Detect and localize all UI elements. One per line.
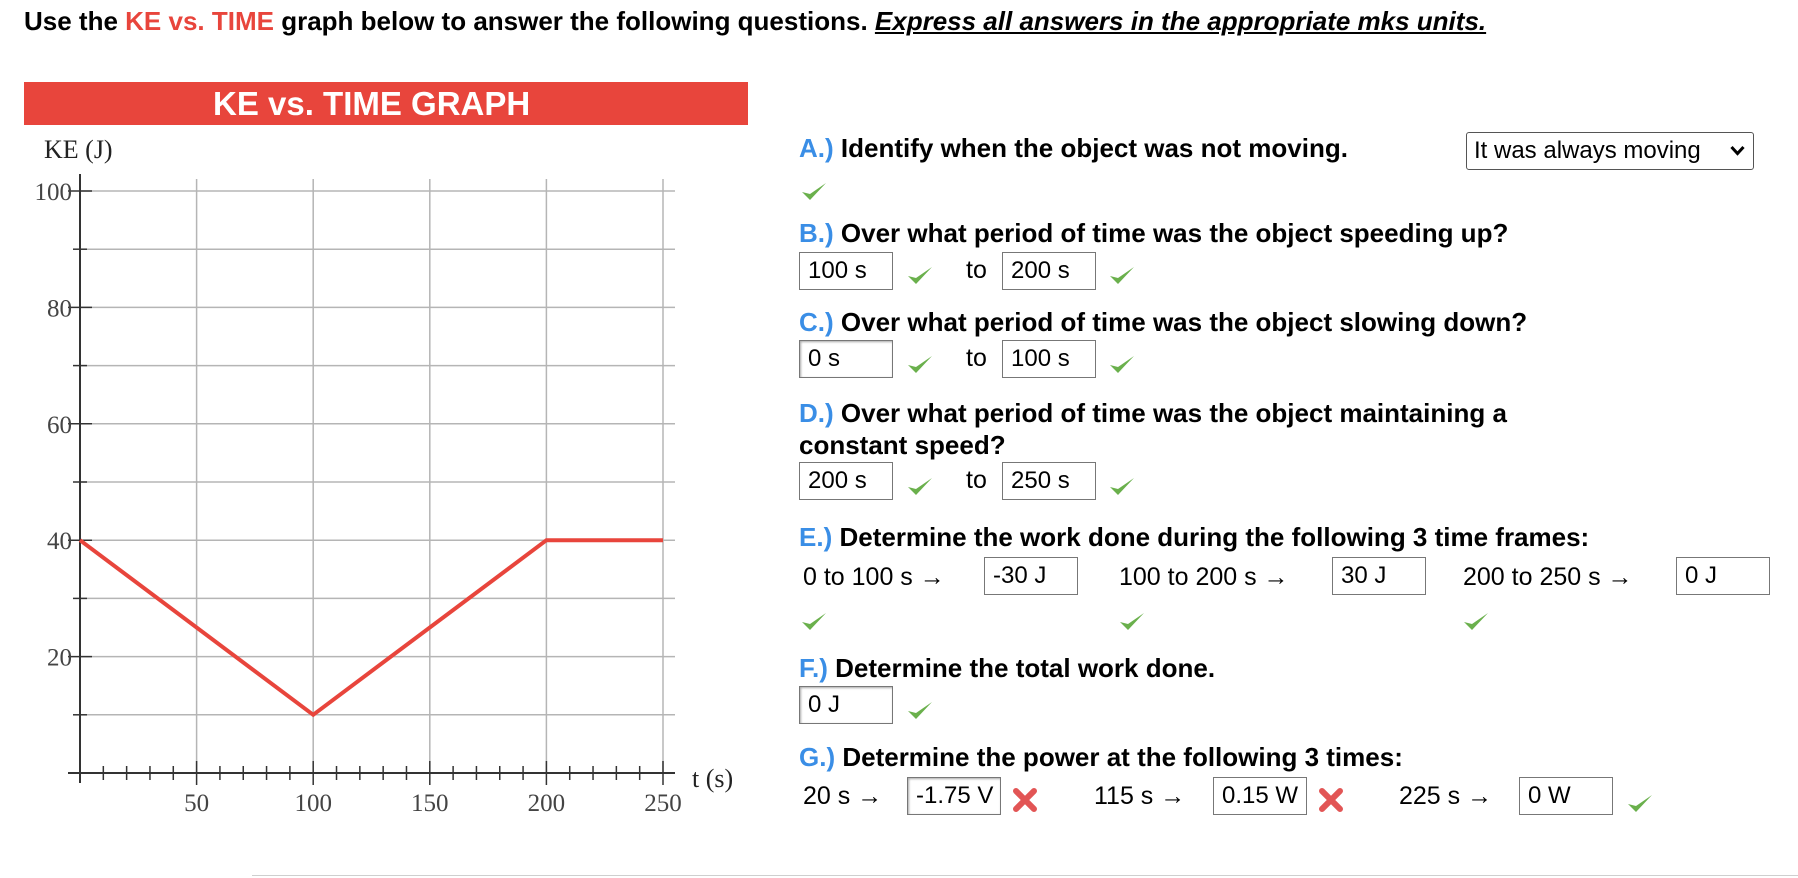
ke-series-line	[78, 538, 663, 718]
question-g-item-3-label: 225 s →	[1399, 782, 1493, 810]
question-b-to-input[interactable]: 200 s	[1002, 252, 1096, 290]
question-b: B.) Over what period of time was the obj…	[799, 217, 1508, 249]
question-a-select[interactable]: It was always moving	[1466, 132, 1754, 170]
question-g-item-2-input[interactable]: 0.15 W	[1213, 777, 1307, 815]
x-tick-label: 150	[411, 790, 449, 817]
y-axis-label: KE (J)	[44, 135, 113, 164]
question-d-line2: constant speed?	[799, 429, 1006, 461]
x-mark-icon	[1319, 788, 1343, 812]
check-icon	[1110, 478, 1134, 495]
y-tick-label: 80	[47, 295, 72, 322]
chart-grid	[80, 179, 675, 773]
check-icon	[1120, 613, 1144, 630]
question-a-text: Identify when the object was not moving.	[833, 133, 1348, 163]
x-tick-label: 50	[184, 790, 209, 817]
x-tick-label: 200	[528, 790, 566, 817]
question-e: E.) Determine the work done during the f…	[799, 521, 1589, 553]
question-f-input[interactable]: 0 J	[799, 686, 893, 724]
question-g: G.) Determine the power at the following…	[799, 741, 1403, 773]
header-emphasis: Express all answers in the appropriate m…	[874, 6, 1487, 36]
question-g-item-2-label: 115 s →	[1094, 782, 1186, 810]
check-icon	[908, 267, 932, 284]
check-icon	[802, 613, 826, 630]
question-a: A.) Identify when the object was not mov…	[799, 132, 1348, 164]
x-mark-icon	[1013, 788, 1037, 812]
y-tick-label: 60	[47, 412, 72, 439]
question-c-to-label: to	[966, 344, 987, 372]
chart-ticks	[68, 190, 664, 785]
question-g-letter: G.)	[799, 742, 836, 772]
question-f-text: Determine the total work done.	[827, 653, 1216, 683]
question-b-from-input[interactable]: 100 s	[799, 252, 893, 290]
question-c-letter: C.)	[799, 307, 834, 337]
question-c: C.) Over what period of time was the obj…	[799, 306, 1527, 338]
question-b-to-label: to	[966, 256, 987, 284]
question-e-item-1-input[interactable]: -30 J	[984, 557, 1078, 595]
question-f-letter: F.)	[799, 653, 828, 683]
chart-labels: 50 100 150 200 250 20 40 60 80 100	[35, 179, 682, 817]
check-icon	[1628, 795, 1652, 812]
question-a-select-value: It was always moving	[1474, 137, 1701, 164]
question-c-to-input[interactable]: 100 s	[1002, 340, 1096, 378]
check-icon	[908, 356, 932, 373]
check-icon	[908, 702, 932, 719]
question-g-item-1-input[interactable]: -1.75 V	[907, 777, 1001, 815]
question-c-text: Over what period of time was the object …	[833, 307, 1528, 337]
y-tick-label: 40	[47, 528, 72, 555]
header-prefix: Use the	[24, 6, 126, 36]
chart-axes	[68, 174, 675, 783]
question-e-item-2-label: 100 to 200 s →	[1119, 563, 1289, 591]
question-f: F.) Determine the total work done.	[799, 652, 1215, 684]
question-b-text: Over what period of time was the object …	[833, 218, 1509, 248]
x-tick-label: 100	[294, 790, 332, 817]
x-axis-label: t (s)	[692, 764, 733, 793]
chevron-down-icon	[1730, 145, 1745, 156]
question-d-text-line1: Over what period of time was the object …	[833, 398, 1507, 428]
question-e-item-3-input[interactable]: 0 J	[1676, 557, 1770, 595]
question-e-item-1-label: 0 to 100 s →	[803, 563, 945, 591]
instructions-header: Use the KE vs. TIME graph below to answe…	[24, 4, 1784, 38]
question-d-letter: D.)	[799, 398, 834, 428]
check-icon	[1110, 267, 1134, 284]
question-e-item-3-label: 200 to 250 s →	[1463, 563, 1633, 591]
question-g-item-1-label: 20 s →	[803, 782, 883, 810]
header-middle: graph below to answer the following ques…	[273, 6, 875, 36]
question-e-letter: E.)	[799, 522, 833, 552]
question-e-text: Determine the work done during the follo…	[832, 522, 1590, 552]
question-a-letter: A.)	[799, 133, 834, 163]
question-d-to-input[interactable]: 250 s	[1002, 462, 1096, 500]
chart-series	[78, 538, 663, 718]
question-d: D.) Over what period of time was the obj…	[799, 397, 1507, 429]
y-tick-label: 20	[47, 645, 72, 672]
question-d-to-label: to	[966, 466, 987, 494]
x-tick-label: 250	[644, 790, 682, 817]
check-icon	[1464, 613, 1488, 630]
question-g-text: Determine the power at the following 3 t…	[835, 742, 1403, 772]
y-tick-label: 100	[35, 179, 73, 206]
question-b-letter: B.)	[799, 218, 834, 248]
question-c-from-input[interactable]: 0 s	[799, 340, 893, 378]
check-icon	[1110, 356, 1134, 373]
bottom-divider	[252, 875, 1798, 876]
header-highlight: KE vs. TIME	[125, 6, 274, 36]
check-icon	[802, 183, 826, 200]
question-e-item-2-input[interactable]: 30 J	[1332, 557, 1426, 595]
chart-title: KE vs. TIME GRAPH	[24, 82, 748, 125]
question-g-item-3-input[interactable]: 0 W	[1519, 777, 1613, 815]
ke-time-chart: 50 100 150 200 250 20 40 60 80 100 KE (J) t (s)	[35, 135, 734, 817]
check-icon	[908, 478, 932, 495]
question-d-from-input[interactable]: 200 s	[799, 462, 893, 500]
question-d-text-line2: constant speed?	[799, 430, 1006, 460]
